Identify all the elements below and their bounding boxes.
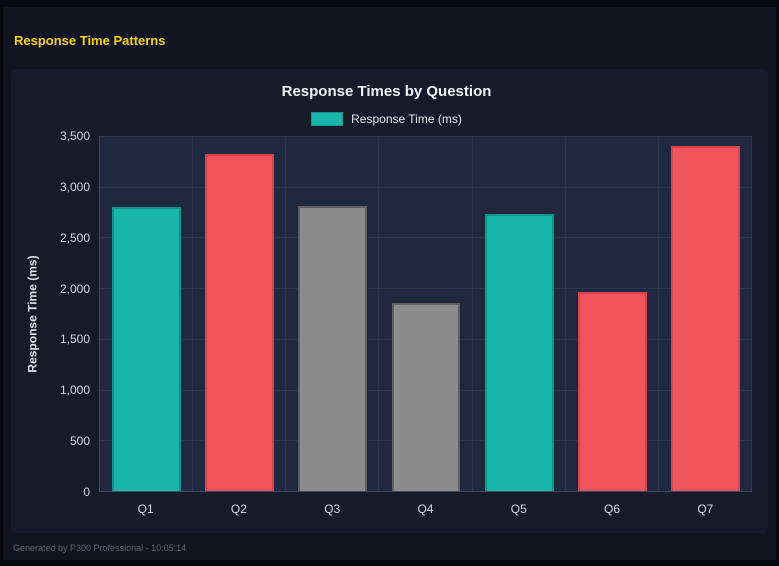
gridline-vertical <box>751 136 752 491</box>
y-tick-label: 2,000 <box>59 281 90 296</box>
page-footer: Generated by P300 Professional - 10:05:1… <box>13 538 186 556</box>
gridline-horizontal <box>100 288 752 290</box>
gridline-vertical <box>657 136 659 491</box>
gridline-horizontal <box>100 237 752 239</box>
x-tick-label: Q1 <box>137 502 154 516</box>
chart-title: Response Times by Question <box>281 83 492 100</box>
gridline-vertical <box>192 136 194 491</box>
bar-slot <box>659 136 752 491</box>
y-tick-label: 500 <box>69 434 90 449</box>
bar-q2[interactable] <box>205 154 275 491</box>
bar-q3[interactable] <box>298 206 368 491</box>
legend-item-response-time[interactable]: Response Time (ms) <box>311 112 462 126</box>
bar-slot <box>193 136 286 491</box>
chart: Response Time (ms) 0 500 1,000 1,500 2,000 2,… <box>21 129 752 526</box>
legend: Response Time (ms) <box>21 112 752 126</box>
gridline-horizontal <box>100 186 752 188</box>
legend-label: Response Time (ms) <box>351 112 462 126</box>
bar-slot <box>566 136 659 491</box>
bar-q1[interactable] <box>112 207 182 491</box>
y-tick-label: 1,000 <box>59 383 90 398</box>
x-tick-label: Q2 <box>230 502 247 516</box>
page-header: Response Time Patterns <box>3 7 776 69</box>
x-tick-label: Q3 <box>324 502 341 516</box>
x-tick-label: Q5 <box>510 502 527 516</box>
bar-q6[interactable] <box>577 292 647 491</box>
y-tick-label: 3,000 <box>59 179 90 194</box>
y-tick-label: 3,500 <box>59 129 90 143</box>
y-axis-ticks: 0 500 1,000 1,500 2,000 2,500 3,000 3,500 <box>45 129 99 499</box>
bars-layer <box>100 136 752 491</box>
chart-card: Response Times by Question Response Time… <box>11 69 768 533</box>
x-axis-ticks: Q1 Q2 Q3 Q4 Q5 Q6 Q7 <box>99 492 752 526</box>
gridline-vertical <box>378 136 380 491</box>
x-tick-label: Q6 <box>604 502 621 516</box>
page-title: Response Time Patterns <box>14 33 166 48</box>
bar-slot <box>473 136 566 491</box>
bar-q4[interactable] <box>391 303 461 491</box>
y-tick-label: 0 <box>83 485 90 499</box>
y-tick-label: 2,500 <box>59 230 90 245</box>
gridline-vertical <box>564 136 566 491</box>
y-tick-label: 1,500 <box>59 332 90 347</box>
plot-area <box>99 136 752 492</box>
gridline-horizontal <box>100 136 752 137</box>
legend-swatch <box>311 112 344 126</box>
bar-q5[interactable] <box>484 214 554 491</box>
footer-text: Generated by P300 Professional - 10:05:1… <box>13 543 187 553</box>
y-axis-title: Response Time (ms) <box>21 136 45 492</box>
x-tick-label: Q4 <box>417 502 434 516</box>
x-tick-label: Q7 <box>697 502 714 516</box>
gridline-vertical <box>471 136 473 491</box>
gridline-vertical <box>285 136 287 491</box>
bar-slot <box>286 136 379 491</box>
bar-slot <box>379 136 472 491</box>
bar-slot <box>100 136 193 491</box>
y-axis-title-text: Response Time (ms) <box>26 255 40 373</box>
bar-q7[interactable] <box>670 146 740 491</box>
